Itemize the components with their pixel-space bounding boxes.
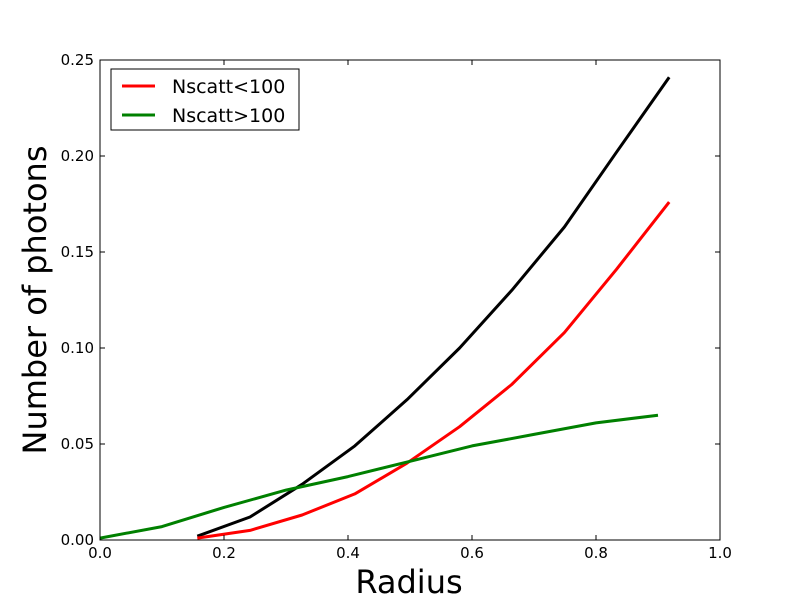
legend-box [110,68,300,131]
y-tick-label: 0.20 [61,147,94,165]
y-tick-labels: 0.00 0.05 0.10 0.15 0.20 0.25 [61,51,94,549]
series-line-series-0 [196,76,671,538]
x-axis-title: Radius [355,563,462,600]
x-tick-label: 1.0 [708,544,732,562]
y-tick-label: 0.25 [61,51,94,69]
x-tick-label: 0.8 [584,544,608,562]
x-tick-label: 0.2 [212,544,236,562]
y-axis-title: Number of photons [16,146,54,455]
legend: Nscatt<100 Nscatt>100 [110,68,300,131]
x-tick-labels: 0.0 0.2 0.4 0.6 0.8 1.0 [88,544,732,562]
series-line-nscatt-gt-100 [99,413,659,540]
y-tick-label: 0.00 [61,531,94,549]
x-tick-label: 0.4 [336,544,360,562]
legend-label-nscatt-lt-100: Nscatt<100 [172,76,285,98]
x-tick-label: 0.6 [460,544,484,562]
y-tick-label: 0.05 [61,435,94,453]
legend-label-nscatt-gt-100: Nscatt>100 [172,105,285,127]
series-lines [99,76,671,540]
y-tick-label: 0.10 [61,339,94,357]
series-line-nscatt-lt-100 [197,201,671,540]
plot-frame [99,59,721,541]
y-tick-label: 0.15 [61,243,94,261]
axis-ticks [99,59,721,541]
x-tick-label: 0.0 [88,544,112,562]
